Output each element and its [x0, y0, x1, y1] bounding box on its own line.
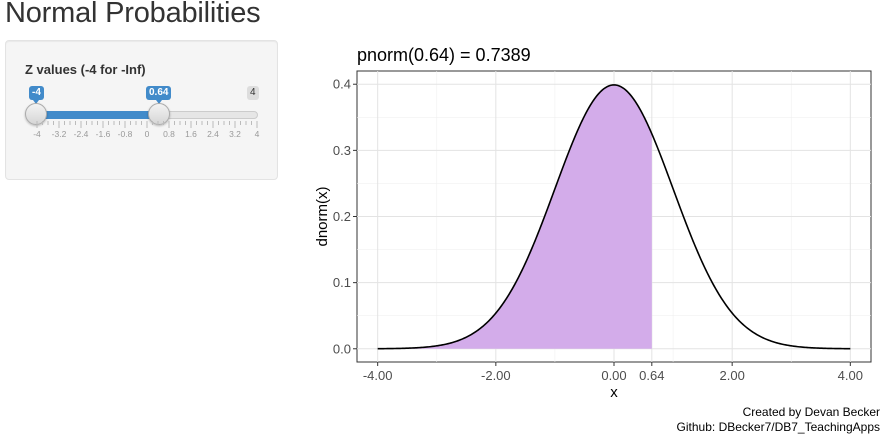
normal-distribution-chart: -4.00 -2.00 0.00 0.64 2.00 4.00 0.0 0.1 0.2 0.3 0.… [314, 45, 872, 401]
slider-to-handle[interactable] [148, 103, 170, 125]
slider-from-value: -4 [29, 86, 44, 104]
slider-tick-label: 0.8 [163, 129, 175, 139]
y-tick-label: 0.2 [333, 209, 351, 224]
chart-title: pnorm(0.64) = 0.7389 [357, 45, 531, 65]
y-axis-label: dnorm(x) [314, 186, 331, 246]
slider-label: Z values (-4 for -Inf) [25, 62, 146, 77]
slider-tick-label: 2.4 [207, 129, 219, 139]
x-tick-label: 0.64 [639, 368, 664, 383]
slider-tick-label: -0.8 [118, 129, 133, 139]
x-tick-label: -2.00 [481, 368, 511, 383]
x-tick-label: -4.00 [363, 368, 393, 383]
slider-tick-label: 3.2 [229, 129, 241, 139]
slider-tick-label: -3.2 [52, 129, 67, 139]
page-title: Normal Probabilities [5, 0, 261, 29]
credit-github: Github: DBecker7/DB7_TeachingApps [676, 420, 880, 434]
y-tick-label: 0.4 [333, 77, 351, 92]
y-tick-label: 0.0 [333, 341, 351, 356]
slider-tick-label: -2.4 [74, 129, 89, 139]
x-tick-label: 4.00 [838, 368, 863, 383]
slider-tick-label: 0 [145, 129, 150, 139]
y-tick-label: 0.1 [333, 275, 351, 290]
slider-to-value: 0.64 [146, 86, 172, 104]
slider-tick-label: 1.6 [185, 129, 197, 139]
slider-from-handle[interactable] [25, 103, 47, 125]
slider-tick-label: 4 [255, 129, 260, 139]
sidebar-panel: Z values (-4 for -Inf) -4 0.64 4 -4 -3.2-… [5, 40, 278, 180]
credit-author: Created by Devan Becker [742, 405, 880, 419]
y-tick-label: 0.3 [333, 143, 351, 158]
x-tick-label: 2.00 [720, 368, 745, 383]
footer-credit: Created by Devan Becker Github: DBecker7… [677, 405, 880, 435]
slider-max-label: 4 [247, 86, 259, 100]
shaded-area [377, 84, 652, 349]
density-curve [377, 84, 851, 350]
x-tick-label: 0.00 [601, 368, 626, 383]
slider-tick-label: -1.6 [96, 129, 111, 139]
x-axis-label: x [610, 384, 618, 401]
slider-ticks: -4 -3.2 -2.4 -1.6 -0.8 0 0.8 1.6 2.4 3.2 4 [33, 121, 260, 139]
slider-tick-label: -4 [33, 129, 41, 139]
